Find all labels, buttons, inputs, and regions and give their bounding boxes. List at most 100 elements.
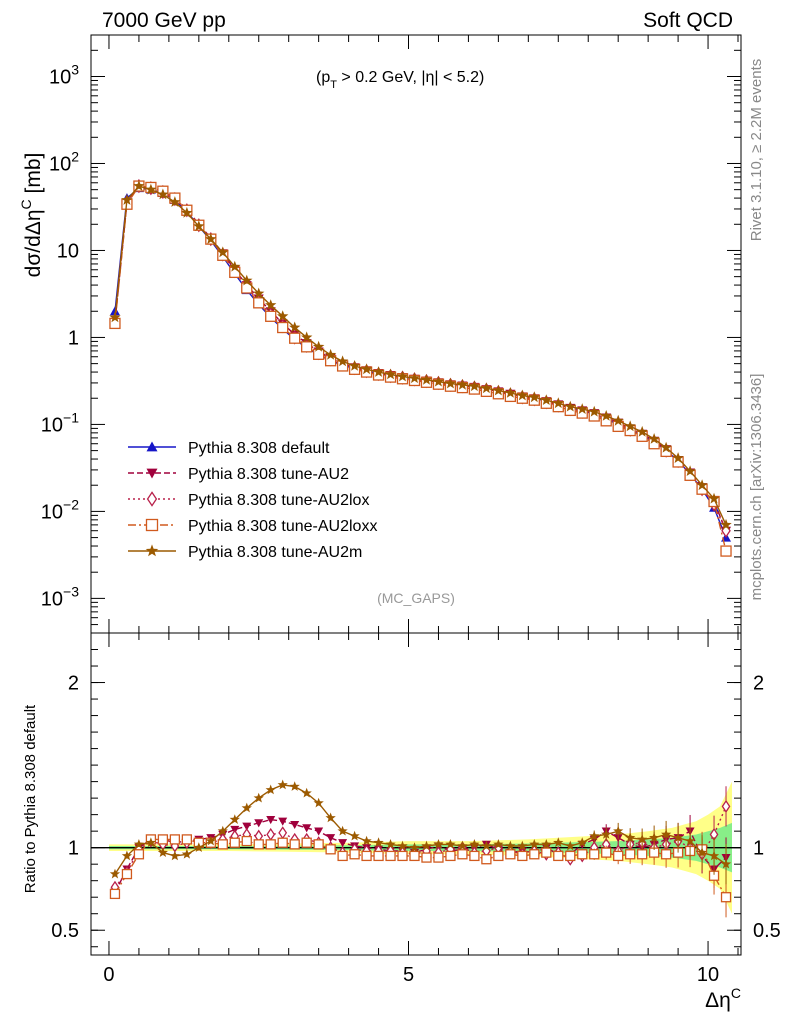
ratio-data-point [181, 848, 192, 859]
main-data-point [277, 321, 289, 334]
main-data-point [648, 433, 660, 444]
ratio-data-point [145, 837, 156, 848]
ratio-data-point [481, 840, 492, 851]
ratio-data-point [433, 852, 444, 863]
legend-label: Pythia 8.308 tune-AU2loxx [188, 518, 377, 535]
ratio-data-point [289, 839, 300, 850]
main-data-point [384, 368, 397, 380]
ratio-data-point [278, 817, 288, 826]
main-data-point [253, 287, 265, 299]
ratio-data-point [661, 829, 672, 839]
main-data-point [265, 299, 277, 310]
ratio-data-point [696, 847, 708, 857]
main-data-point [432, 375, 445, 387]
main-y-tick-base: 10 [41, 414, 63, 436]
ratio-series-4 [109, 779, 732, 885]
main-y-tick-base: 10 [41, 588, 63, 610]
ratio-data-point [445, 839, 456, 849]
ratio-data-point [529, 839, 540, 849]
main-data-point [696, 479, 708, 491]
ratio-data-point [265, 839, 276, 850]
ratio-data-point [313, 839, 324, 850]
ratio-data-point [469, 839, 480, 849]
main-data-point [193, 220, 205, 232]
ratio-data-point [517, 850, 528, 862]
x-axis-label: ΔηC [705, 985, 741, 1012]
cut-label-sub: T [330, 79, 337, 91]
legend-entry-2: Pythia 8.308 tune-AU2 [128, 466, 349, 483]
main-data-point [528, 391, 540, 403]
ratio-data-point [265, 784, 276, 795]
ratio-data-point [385, 839, 396, 849]
main-y-tick-label: 1 [68, 327, 79, 349]
main-data-point [336, 355, 349, 367]
main-series-line [114, 185, 727, 552]
main-y-axis-label-a: dσ/dΔη [22, 209, 45, 277]
main-data-point [564, 400, 576, 412]
ratio-data-point [325, 812, 336, 823]
ratio-data-point [493, 850, 504, 862]
legend: Pythia 8.308 default Pythia 8.308 tune-AU… [128, 440, 377, 561]
main-data-point [624, 420, 636, 432]
ratio-data-point [361, 835, 372, 846]
main-data-point [612, 414, 624, 426]
ratio-data-point [169, 850, 180, 861]
ratio-data-point [266, 815, 276, 825]
main-data-point [660, 441, 672, 453]
ratio-data-point [589, 830, 600, 841]
ratio-data-point [553, 850, 564, 862]
main-data-point [277, 310, 289, 322]
ratio-data-point [157, 834, 169, 845]
ratio-data-point [314, 827, 324, 836]
ratio-data-point [565, 840, 576, 851]
main-y-tick-base: 1 [68, 327, 79, 349]
legend-label: Pythia 8.308 tune-AU2 [188, 466, 349, 483]
main-data-point [492, 384, 505, 396]
ratio-data-point [121, 868, 133, 880]
x-axis-label-sup: C [731, 985, 741, 1001]
ratio-data-point [613, 850, 624, 862]
legend-label: Pythia 8.308 default [188, 440, 330, 457]
main-data-point [217, 246, 229, 258]
legend-marker [146, 468, 158, 479]
ratio-data-point [433, 839, 444, 849]
ratio-y-axis-label: Ratio to Pythia 8.308 default [22, 704, 39, 893]
ratio-data-point [254, 819, 264, 828]
main-data-point [708, 492, 720, 504]
ratio-x-tick-label: 5 [403, 964, 414, 986]
ratio-data-point [517, 840, 528, 851]
ratio-data-point [121, 850, 133, 861]
ratio-data-point [721, 799, 731, 813]
rivet-label: Rivet 3.1.10, ≥ 2.2M events [748, 59, 765, 242]
main-y-tick-base: 10 [57, 240, 79, 262]
ratio-data-point [337, 850, 348, 862]
ratio-data-point [337, 825, 348, 836]
ratio-data-point [577, 837, 588, 848]
main-data-point [229, 260, 241, 272]
ratio-data-point [338, 839, 348, 848]
ratio-y-tick-label-right: 2 [753, 673, 764, 695]
main-y-tick-label: 10−3 [41, 583, 79, 610]
legend-marker [145, 544, 159, 557]
main-data-point [121, 194, 133, 205]
ratio-y-tick-label: 1 [68, 838, 79, 860]
ratio-data-point [457, 840, 468, 851]
ratio-data-point [397, 850, 408, 862]
ratio-data-point [373, 837, 384, 848]
main-y-tick-exp: 3 [71, 62, 79, 78]
main-data-point [480, 382, 493, 394]
ratio-data-point [229, 814, 240, 824]
ratio-data-point [301, 837, 312, 848]
ratio-data-point [553, 837, 564, 848]
main-data-point [301, 331, 313, 343]
ratio-y-tick-label-right: 1 [753, 838, 764, 860]
mcplots-label: mcplots.cern.ch [arXiv:1306.3436] [748, 374, 765, 601]
main-data-point [312, 348, 325, 360]
main-data-point [552, 397, 564, 409]
ratio-data-point [313, 797, 324, 808]
ratio-data-point [421, 852, 432, 863]
ratio-data-point [409, 850, 420, 862]
main-y-tick-exp: −3 [63, 583, 79, 599]
